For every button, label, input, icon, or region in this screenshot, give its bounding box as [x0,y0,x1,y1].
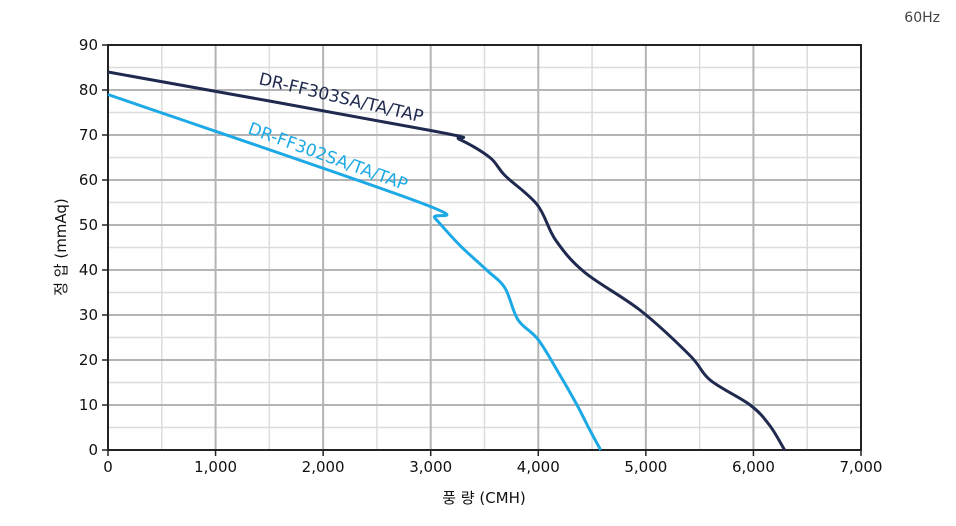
y-tick-label: 50 [79,216,98,234]
y-tick-label: 0 [88,441,98,459]
y-tick-label: 90 [79,36,98,54]
y-tick-label: 30 [79,306,98,324]
y-axis-label: 정 압 (mmAq) [52,198,70,296]
y-tick-label: 10 [79,396,98,414]
y-tick-label: 70 [79,126,98,144]
y-tick-label: 60 [79,171,98,189]
x-axis-label: 풍 량 (CMH) [442,489,526,507]
x-tick-label: 1,000 [194,458,237,476]
x-tick-label: 0 [103,458,113,476]
y-tick-label: 20 [79,351,98,369]
x-tick-label: 2,000 [302,458,345,476]
plot-frame [107,44,862,451]
y-tick-label: 80 [79,81,98,99]
grid [108,45,861,450]
x-tick-label: 4,000 [517,458,560,476]
series-label-1: DR-FF303SA/TA/TAP [257,69,425,127]
x-tick-label: 5,000 [624,458,667,476]
series-line-1 [107,70,786,451]
x-tick-label: 6,000 [732,458,775,476]
x-tick-label: 7,000 [840,458,883,476]
series-line-2 [107,93,602,451]
x-tick-label: 3,000 [409,458,452,476]
frequency-label: 60Hz [904,10,940,26]
y-tick-label: 40 [79,261,98,279]
axes: 0 1,000 2,000 3,000 4,000 5,000 6,000 7,000 0 10 2… [79,36,883,476]
